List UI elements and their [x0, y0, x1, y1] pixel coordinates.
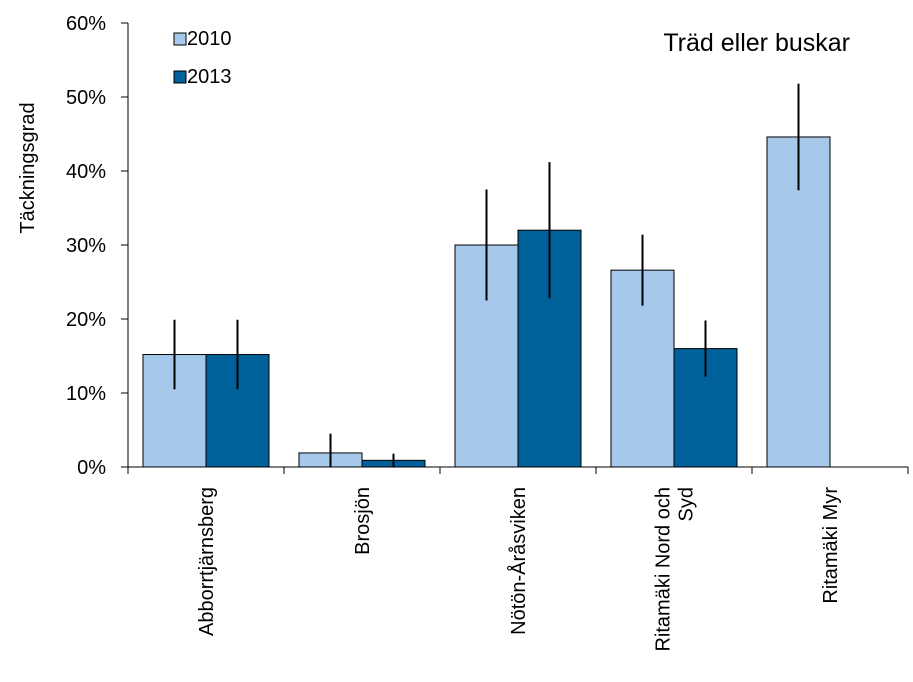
- y-axis-label: Täckningsgrad: [17, 102, 39, 233]
- chart-annotation: Träd eller buskar: [663, 29, 850, 57]
- category-label-3: Nötön-Åråsviken: [507, 487, 530, 635]
- legend: 2010 2013: [173, 28, 232, 88]
- category-labels: Abborrtjärnsberg Brosjön Nötön-Åråsviken Ri…: [196, 487, 842, 652]
- legend-swatch-2013: [173, 70, 187, 84]
- y-axis: 0% 10% 20% 30% 40% 50% 60%: [66, 13, 129, 479]
- category-label-1: Abborrtjärnsberg: [196, 487, 218, 636]
- y-tick-label: 60%: [66, 13, 106, 35]
- y-tick-label: 0%: [77, 457, 106, 479]
- y-tick-label: 30%: [66, 235, 106, 257]
- legend-label-2013: 2013: [187, 66, 232, 88]
- error-bars: [173, 83, 800, 467]
- y-tick-label: 40%: [66, 161, 106, 183]
- category-label-2: Brosjön: [352, 487, 374, 555]
- category-label-5: Ritamäki Myr: [820, 487, 842, 604]
- y-tick-label: 10%: [66, 383, 106, 405]
- y-tick-label: 50%: [66, 87, 106, 109]
- legend-label-2010: 2010: [187, 28, 232, 50]
- x-axis: [127, 466, 909, 474]
- category-label-4: Ritamäki Nord ochSyd: [653, 487, 698, 652]
- legend-swatch-2010: [173, 32, 187, 46]
- bar-2010-5: [766, 136, 831, 468]
- y-tick-label: 20%: [66, 309, 106, 331]
- bars: [142, 136, 831, 468]
